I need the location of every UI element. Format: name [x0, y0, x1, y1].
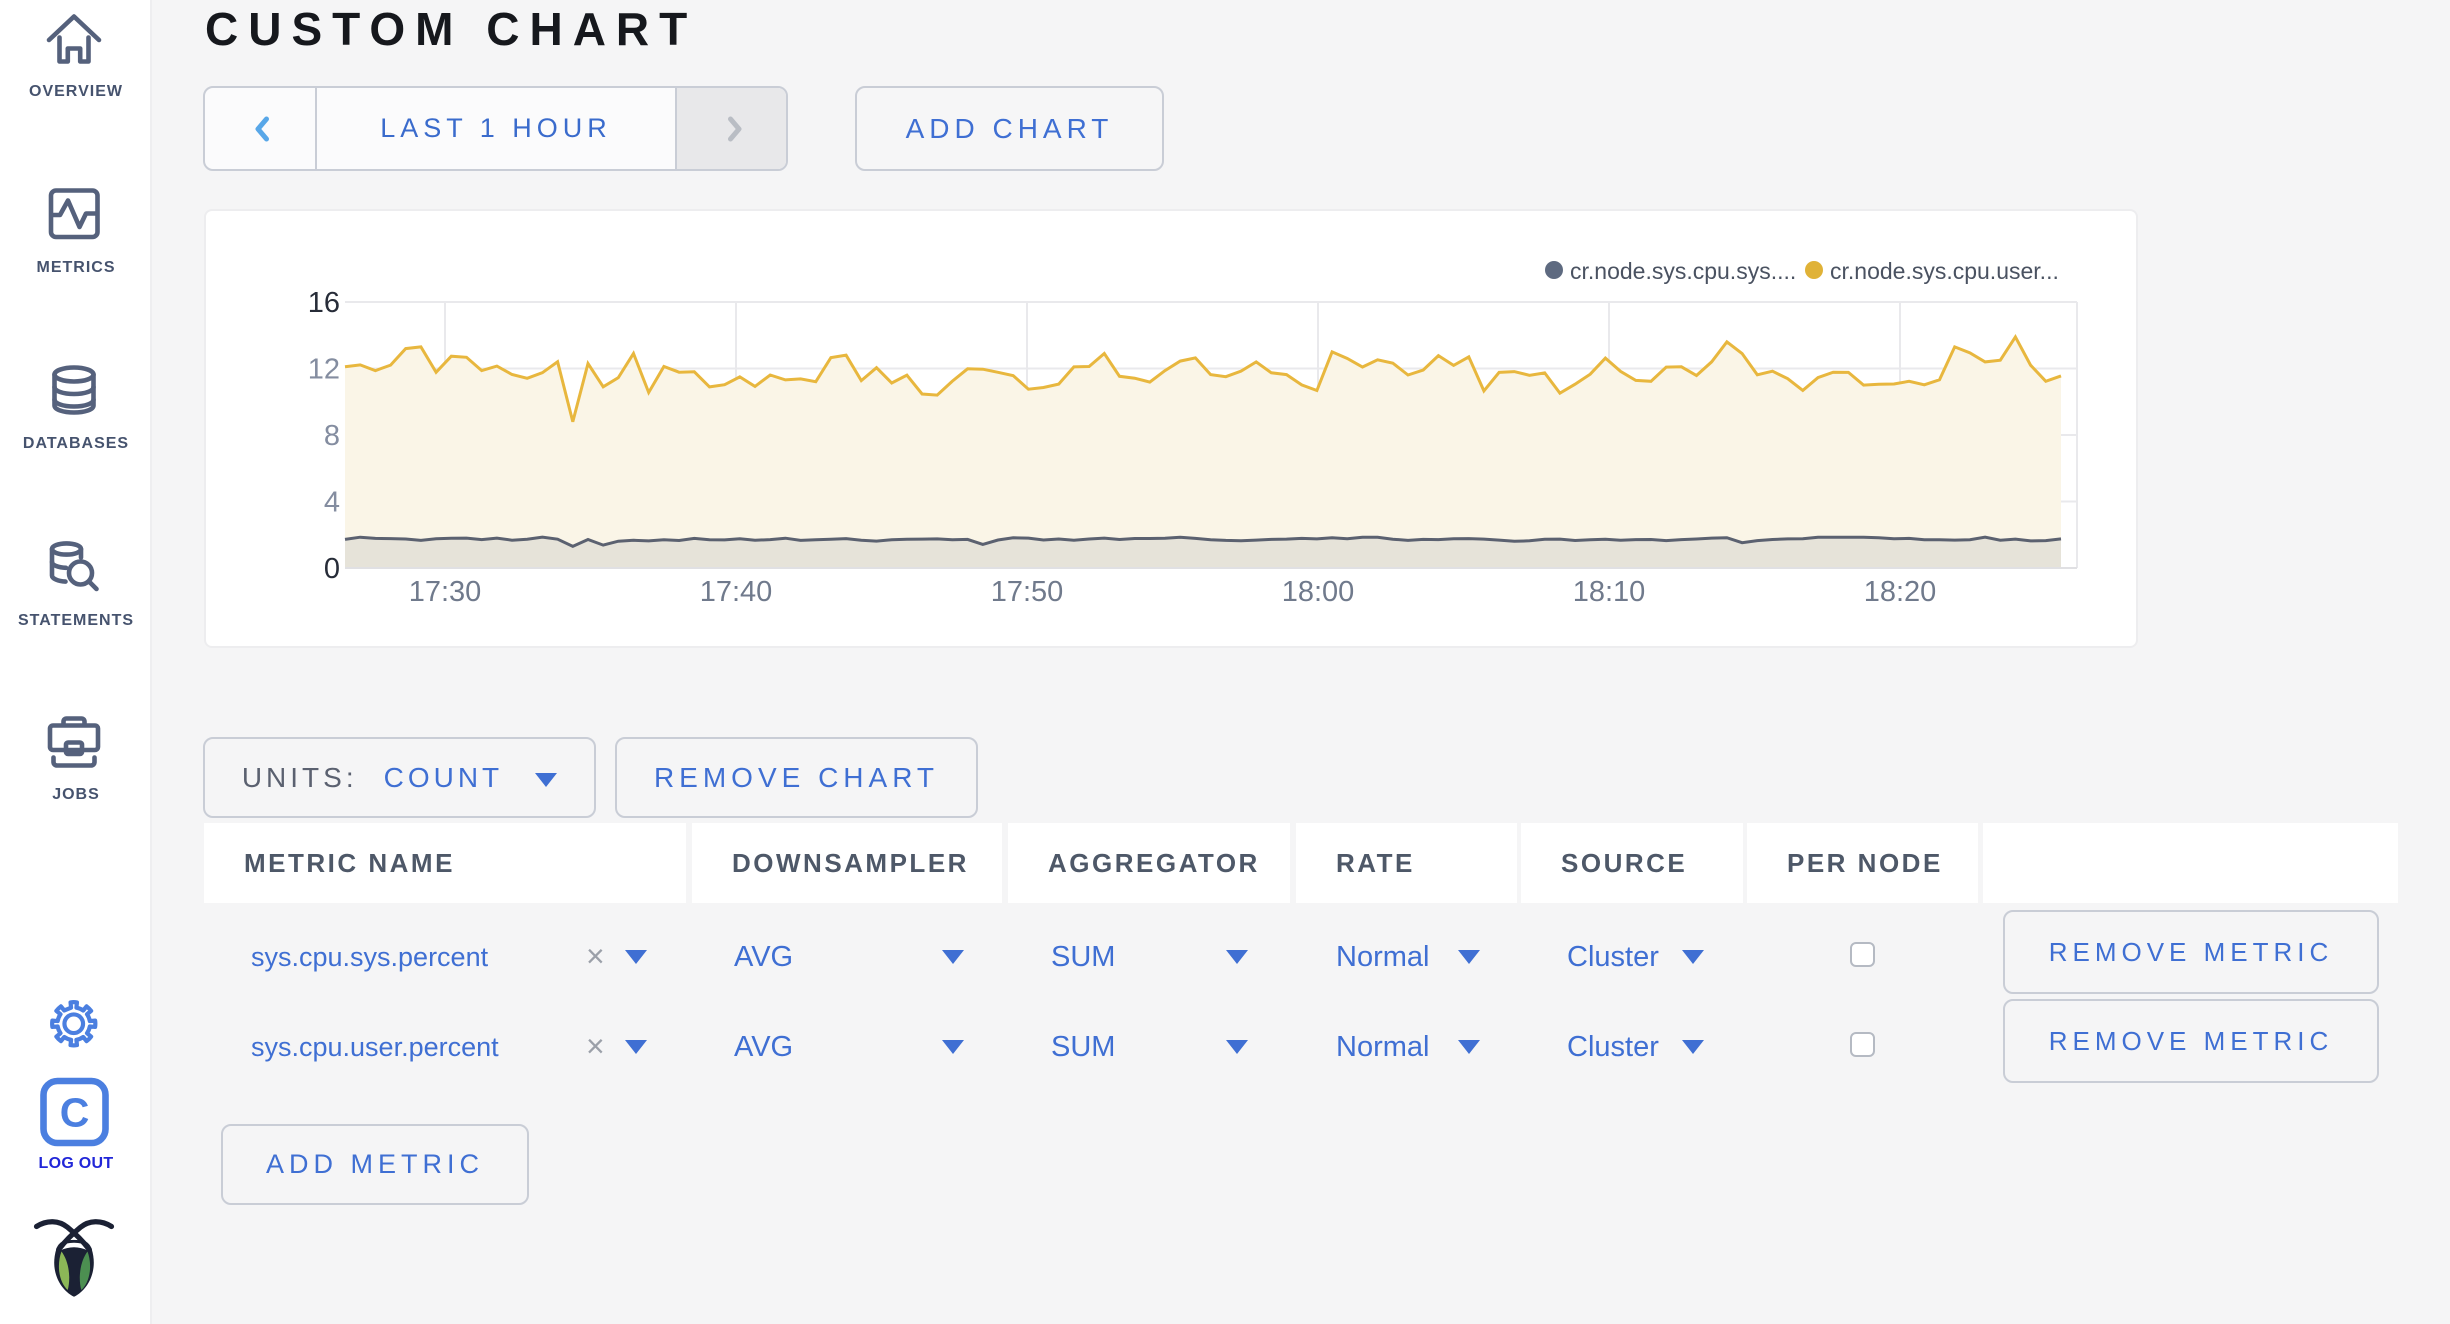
svg-text:17:30: 17:30 — [409, 576, 482, 608]
svg-text:12: 12 — [308, 354, 340, 386]
svg-text:17:40: 17:40 — [700, 576, 773, 608]
svg-text:18:20: 18:20 — [1864, 576, 1937, 608]
svg-text:18:00: 18:00 — [1282, 576, 1355, 608]
svg-text:cr.node.sys.cpu.sys....: cr.node.sys.cpu.sys.... — [1570, 258, 1796, 284]
svg-text:4: 4 — [324, 487, 340, 519]
svg-text:C: C — [60, 1090, 90, 1136]
svg-text:8: 8 — [324, 420, 340, 452]
svg-text:18:10: 18:10 — [1573, 576, 1646, 608]
svg-text:17:50: 17:50 — [991, 576, 1064, 608]
svg-text:cr.node.sys.cpu.user...: cr.node.sys.cpu.user... — [1830, 258, 2059, 284]
svg-text:0: 0 — [324, 553, 340, 585]
svg-text:16: 16 — [308, 287, 340, 319]
